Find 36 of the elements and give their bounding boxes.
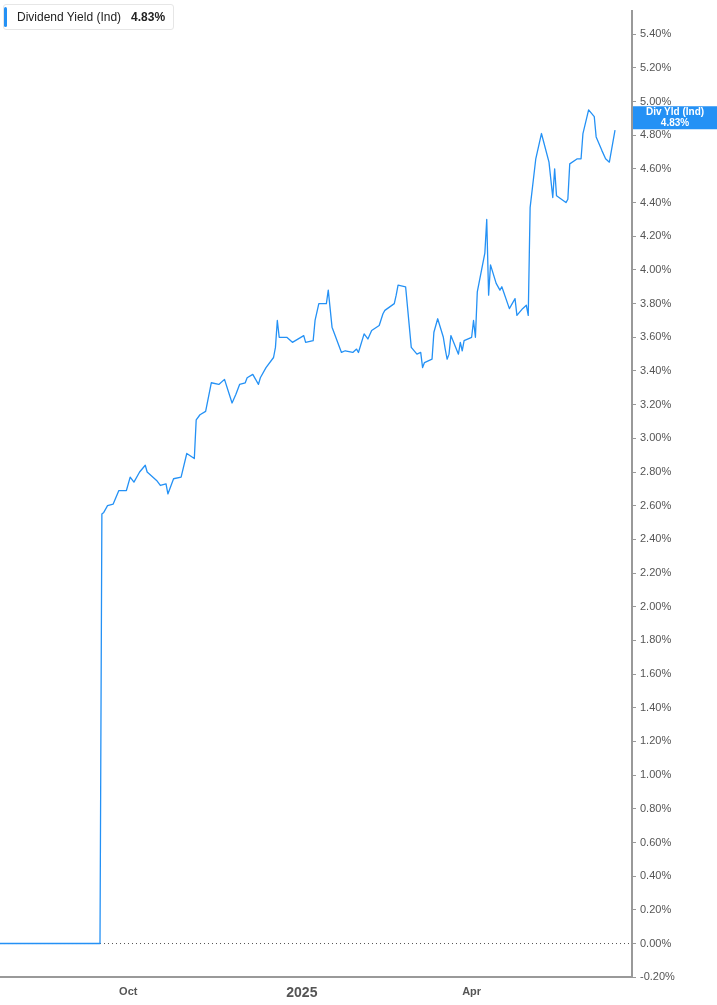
y-tick-label: 3.20% xyxy=(640,397,672,410)
y-tick-label: 0.80% xyxy=(640,801,672,814)
y-tick-label: 2.80% xyxy=(640,465,672,478)
x-tick-label: Oct xyxy=(119,984,138,997)
y-tick-label: 4.20% xyxy=(640,229,672,242)
y-tick-label: 1.20% xyxy=(640,734,672,747)
y-tick-label: -0.20% xyxy=(640,970,676,983)
y-tick-label: 0.60% xyxy=(640,835,672,848)
x-tick-label: 2025 xyxy=(286,984,318,1001)
y-tick-label: 2.20% xyxy=(640,566,672,579)
y-tick-label: 1.40% xyxy=(640,700,672,713)
y-tick-label: 3.40% xyxy=(640,364,672,376)
y-tick-label: 2.40% xyxy=(640,532,672,545)
y-tick-label: 0.20% xyxy=(640,902,672,915)
y-tick-label: 0.40% xyxy=(640,869,672,882)
x-tick-label: Apr xyxy=(462,984,482,997)
y-tick-label: 5.40% xyxy=(640,27,672,40)
y-tick-label: 1.80% xyxy=(640,633,672,646)
y-tick-label: 3.80% xyxy=(640,296,672,309)
y-tick-label: 1.60% xyxy=(640,667,672,680)
y-tick-label: 0.00% xyxy=(640,936,672,949)
annotation: 4.83% xyxy=(131,10,166,24)
y-tick-label: 3.00% xyxy=(640,431,672,444)
y-tick-label: 2.60% xyxy=(640,498,672,511)
y-tick-label: 2.00% xyxy=(640,599,672,612)
y-tick-label: 5.00% xyxy=(640,94,672,107)
text: Div Yld (Ind) xyxy=(645,106,705,118)
y-tick-label: 5.20% xyxy=(640,60,672,73)
y-tick-label: 1.00% xyxy=(640,768,672,781)
text: 4.83% xyxy=(660,116,690,128)
y-tick-label: 4.40% xyxy=(640,195,672,208)
y-tick-label: 4.60% xyxy=(640,161,672,174)
y-tick-label: 4.80% xyxy=(640,128,672,141)
legend-label: Dividend Yield (Ind) xyxy=(17,10,122,24)
y-tick-label: 4.00% xyxy=(640,262,672,275)
y-tick-label: 3.60% xyxy=(640,330,672,343)
